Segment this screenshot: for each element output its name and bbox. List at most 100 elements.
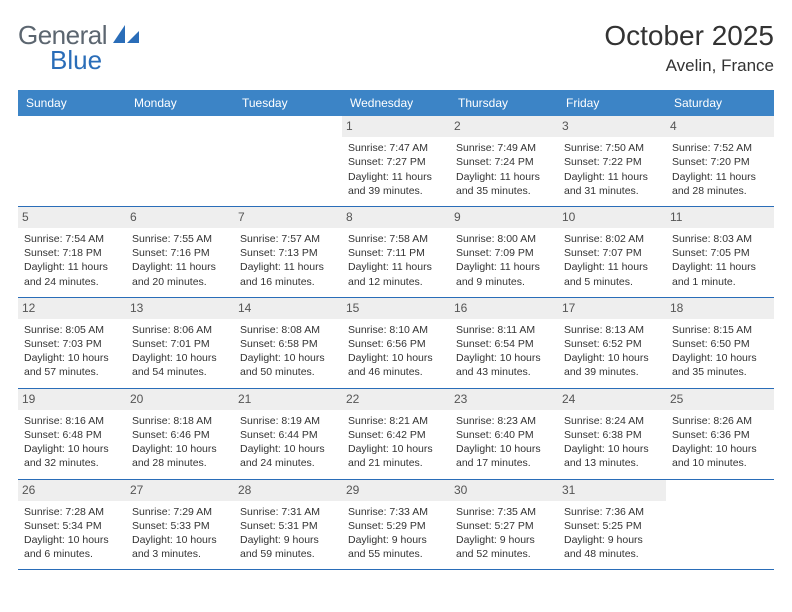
day-cell: 19Sunrise: 8:16 AMSunset: 6:48 PMDayligh… — [18, 389, 126, 479]
sunrise: Sunrise: 8:26 AM — [672, 414, 768, 428]
sunrise: Sunrise: 8:23 AM — [456, 414, 552, 428]
sunset: Sunset: 6:44 PM — [240, 428, 336, 442]
sunset: Sunset: 6:50 PM — [672, 337, 768, 351]
sunrise: Sunrise: 8:06 AM — [132, 323, 228, 337]
header: General Blue October 2025 Avelin, France — [18, 20, 774, 76]
sunrise: Sunrise: 7:36 AM — [564, 505, 660, 519]
sunrise: Sunrise: 8:02 AM — [564, 232, 660, 246]
day-cell: 22Sunrise: 8:21 AMSunset: 6:42 PMDayligh… — [342, 389, 450, 479]
day-number: 28 — [234, 480, 342, 501]
day-cell: 13Sunrise: 8:06 AMSunset: 7:01 PMDayligh… — [126, 298, 234, 388]
day-cell: 14Sunrise: 8:08 AMSunset: 6:58 PMDayligh… — [234, 298, 342, 388]
sunset: Sunset: 7:18 PM — [24, 246, 120, 260]
sunrise: Sunrise: 8:24 AM — [564, 414, 660, 428]
sunset: Sunset: 6:38 PM — [564, 428, 660, 442]
day-number: 10 — [558, 207, 666, 228]
day-cell: 7Sunrise: 7:57 AMSunset: 7:13 PMDaylight… — [234, 207, 342, 297]
sail-icon — [111, 23, 141, 45]
day-number: 18 — [666, 298, 774, 319]
day-cell: 20Sunrise: 8:18 AMSunset: 6:46 PMDayligh… — [126, 389, 234, 479]
day-number — [18, 116, 126, 137]
sunrise: Sunrise: 8:19 AM — [240, 414, 336, 428]
day-number: 8 — [342, 207, 450, 228]
logo-word2: Blue — [50, 45, 141, 76]
day-cell: 1Sunrise: 7:47 AMSunset: 7:27 PMDaylight… — [342, 116, 450, 206]
day-cell: 25Sunrise: 8:26 AMSunset: 6:36 PMDayligh… — [666, 389, 774, 479]
day-cell: 4Sunrise: 7:52 AMSunset: 7:20 PMDaylight… — [666, 116, 774, 206]
sunset: Sunset: 7:20 PM — [672, 155, 768, 169]
sunrise: Sunrise: 7:57 AM — [240, 232, 336, 246]
daylight: Daylight: 10 hours and 46 minutes. — [348, 351, 444, 379]
daylight: Daylight: 11 hours and 24 minutes. — [24, 260, 120, 288]
day-cell: 27Sunrise: 7:29 AMSunset: 5:33 PMDayligh… — [126, 480, 234, 570]
day-cell: 11Sunrise: 8:03 AMSunset: 7:05 PMDayligh… — [666, 207, 774, 297]
day-number: 6 — [126, 207, 234, 228]
daylight: Daylight: 9 hours and 48 minutes. — [564, 533, 660, 561]
day-number: 1 — [342, 116, 450, 137]
day-cell — [234, 116, 342, 206]
day-number: 19 — [18, 389, 126, 410]
day-number — [234, 116, 342, 137]
daylight: Daylight: 10 hours and 28 minutes. — [132, 442, 228, 470]
day-number: 11 — [666, 207, 774, 228]
sunset: Sunset: 6:46 PM — [132, 428, 228, 442]
sunset: Sunset: 7:16 PM — [132, 246, 228, 260]
daylight: Daylight: 10 hours and 24 minutes. — [240, 442, 336, 470]
sunrise: Sunrise: 7:31 AM — [240, 505, 336, 519]
title-block: October 2025 Avelin, France — [604, 20, 774, 76]
daylight: Daylight: 11 hours and 31 minutes. — [564, 170, 660, 198]
sunrise: Sunrise: 7:54 AM — [24, 232, 120, 246]
daylight: Daylight: 10 hours and 50 minutes. — [240, 351, 336, 379]
day-cell: 26Sunrise: 7:28 AMSunset: 5:34 PMDayligh… — [18, 480, 126, 570]
week-row: 5Sunrise: 7:54 AMSunset: 7:18 PMDaylight… — [18, 207, 774, 298]
sunrise: Sunrise: 7:47 AM — [348, 141, 444, 155]
day-header: Tuesday — [234, 90, 342, 116]
day-headers: SundayMondayTuesdayWednesdayThursdayFrid… — [18, 90, 774, 116]
sunset: Sunset: 7:09 PM — [456, 246, 552, 260]
sunset: Sunset: 5:25 PM — [564, 519, 660, 533]
sunset: Sunset: 7:24 PM — [456, 155, 552, 169]
day-cell: 18Sunrise: 8:15 AMSunset: 6:50 PMDayligh… — [666, 298, 774, 388]
day-header: Wednesday — [342, 90, 450, 116]
day-number: 31 — [558, 480, 666, 501]
sunset: Sunset: 7:01 PM — [132, 337, 228, 351]
day-number: 9 — [450, 207, 558, 228]
daylight: Daylight: 10 hours and 3 minutes. — [132, 533, 228, 561]
day-cell: 15Sunrise: 8:10 AMSunset: 6:56 PMDayligh… — [342, 298, 450, 388]
daylight: Daylight: 10 hours and 10 minutes. — [672, 442, 768, 470]
calendar-page: General Blue October 2025 Avelin, France… — [0, 0, 792, 590]
day-header: Friday — [558, 90, 666, 116]
sunrise: Sunrise: 7:35 AM — [456, 505, 552, 519]
day-number: 23 — [450, 389, 558, 410]
day-number: 29 — [342, 480, 450, 501]
sunrise: Sunrise: 8:05 AM — [24, 323, 120, 337]
sunset: Sunset: 7:03 PM — [24, 337, 120, 351]
daylight: Daylight: 9 hours and 55 minutes. — [348, 533, 444, 561]
sunset: Sunset: 6:54 PM — [456, 337, 552, 351]
day-number: 22 — [342, 389, 450, 410]
daylight: Daylight: 10 hours and 13 minutes. — [564, 442, 660, 470]
day-number: 30 — [450, 480, 558, 501]
sunrise: Sunrise: 7:55 AM — [132, 232, 228, 246]
day-header: Thursday — [450, 90, 558, 116]
day-number: 3 — [558, 116, 666, 137]
daylight: Daylight: 11 hours and 39 minutes. — [348, 170, 444, 198]
day-number: 17 — [558, 298, 666, 319]
sunset: Sunset: 6:52 PM — [564, 337, 660, 351]
sunset: Sunset: 5:33 PM — [132, 519, 228, 533]
daylight: Daylight: 9 hours and 52 minutes. — [456, 533, 552, 561]
day-number — [126, 116, 234, 137]
day-cell: 3Sunrise: 7:50 AMSunset: 7:22 PMDaylight… — [558, 116, 666, 206]
daylight: Daylight: 11 hours and 20 minutes. — [132, 260, 228, 288]
day-cell: 12Sunrise: 8:05 AMSunset: 7:03 PMDayligh… — [18, 298, 126, 388]
day-number: 4 — [666, 116, 774, 137]
day-cell — [126, 116, 234, 206]
sunrise: Sunrise: 8:08 AM — [240, 323, 336, 337]
sunrise: Sunrise: 8:03 AM — [672, 232, 768, 246]
day-cell: 21Sunrise: 8:19 AMSunset: 6:44 PMDayligh… — [234, 389, 342, 479]
sunset: Sunset: 7:22 PM — [564, 155, 660, 169]
day-cell: 23Sunrise: 8:23 AMSunset: 6:40 PMDayligh… — [450, 389, 558, 479]
day-cell — [18, 116, 126, 206]
logo: General Blue — [18, 20, 141, 76]
sunrise: Sunrise: 7:33 AM — [348, 505, 444, 519]
